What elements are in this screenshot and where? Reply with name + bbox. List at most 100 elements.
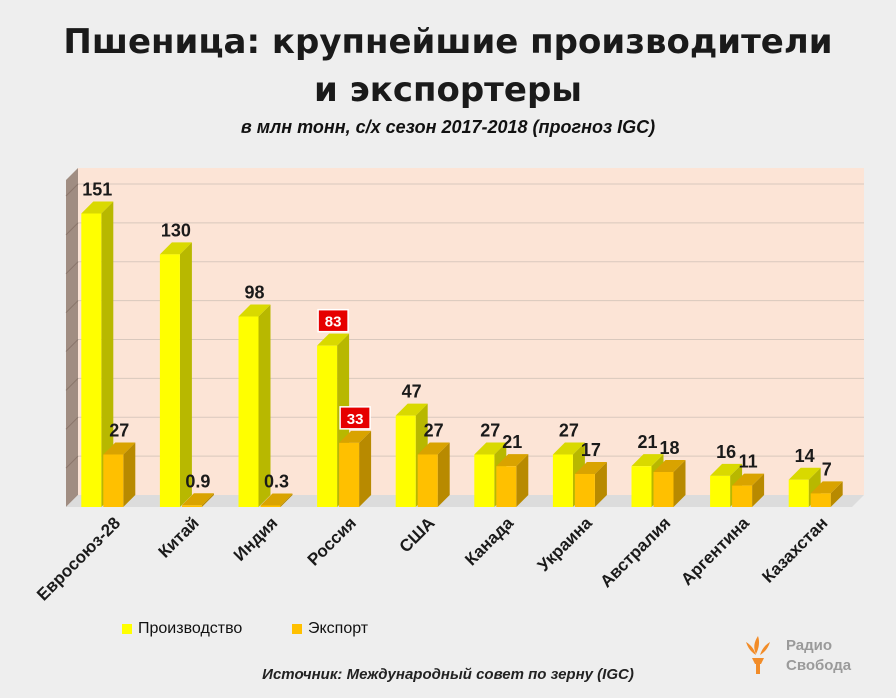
legend-production: Производство (122, 620, 242, 638)
export-bar-top (260, 493, 293, 506)
export-bar-top (653, 460, 686, 473)
production-bar (81, 213, 102, 507)
export-value-label: 7 (822, 459, 832, 479)
category-label: Россия (304, 513, 360, 569)
category-label: Казахстан (758, 513, 831, 586)
production-bar-top (474, 442, 507, 455)
export-value-badge (339, 406, 371, 430)
production-bar-top (395, 403, 428, 416)
chart-title-line1: Пшеница: крупнейшие производители (63, 22, 833, 62)
production-bar-top (788, 467, 821, 480)
production-value-label: 130 (161, 220, 191, 240)
production-bar-top (159, 242, 192, 255)
export-bar-top (732, 473, 765, 486)
chart-subtitle: в млн тонн, с/х сезон 2017-2018 (прогноз… (240, 117, 656, 137)
production-value-label: 27 (480, 421, 500, 441)
export-bar (181, 505, 202, 507)
export-bar-side (516, 454, 529, 507)
side-gridline (65, 455, 79, 469)
side-gridline (65, 378, 79, 391)
legend-label-export: Экспорт (308, 620, 369, 637)
category-label: Канада (461, 513, 517, 569)
side-gridline (65, 416, 79, 430)
export-bar-side (123, 442, 136, 507)
production-bar (159, 254, 180, 507)
production-bar (710, 475, 731, 507)
legend-swatch-production (122, 624, 132, 634)
production-bar-top (317, 333, 350, 346)
legend-swatch-export (292, 624, 302, 634)
production-bar-side (179, 242, 192, 507)
production-value-badge (317, 308, 349, 333)
category-label: Аргентина (677, 513, 753, 589)
production-bar-top (631, 454, 664, 467)
export-bar (260, 505, 281, 507)
export-bar (810, 493, 831, 507)
logo-text: Радио Свобода (786, 636, 851, 676)
production-bar (238, 316, 259, 507)
logo-line2: Свобода (786, 657, 852, 674)
category-label: Украина (534, 513, 596, 575)
side-gridline (65, 300, 79, 313)
export-bar-top (181, 493, 214, 506)
export-bar (653, 472, 674, 507)
production-value-label: 21 (637, 432, 657, 452)
plot-back-wall (78, 168, 864, 495)
export-value-label: 0.3 (264, 472, 289, 492)
export-bar-top (496, 454, 529, 467)
export-value-label: 0.9 (185, 471, 210, 491)
chart-title-line2: и экспортеры (313, 70, 583, 110)
production-value-label: 14 (795, 446, 815, 466)
export-value-label: 27 (109, 421, 129, 441)
export-bar (496, 466, 517, 507)
export-bar (339, 442, 360, 507)
production-value-label: 151 (82, 179, 112, 199)
plot-side-wall (66, 168, 78, 507)
export-bar (574, 473, 595, 507)
source-note: Источник: Международный совет по зерну (… (262, 666, 634, 683)
category-label: США (396, 513, 439, 556)
legend-label-production: Производство (138, 620, 243, 637)
export-bar-side (673, 460, 686, 507)
side-gridline (65, 339, 79, 352)
export-bar-top (103, 442, 136, 455)
export-bar (417, 454, 438, 507)
export-bar-top (574, 461, 607, 474)
production-bar (395, 415, 416, 507)
production-bar (552, 454, 573, 507)
export-value-label: 11 (739, 452, 758, 472)
export-bar-side (594, 461, 607, 507)
production-bar-top (238, 304, 271, 317)
production-value-label: 27 (559, 421, 579, 441)
export-bar-top (417, 442, 450, 455)
export-value-label: 33 (347, 411, 364, 428)
production-bar-top (552, 442, 585, 455)
category-label: Индия (230, 513, 281, 564)
production-bar-top (710, 463, 743, 476)
production-bar (474, 454, 495, 507)
category-label: Евросоюз-28 (33, 513, 124, 604)
production-value-label: 16 (716, 442, 736, 462)
export-bar-side (280, 493, 293, 507)
export-bar (103, 454, 124, 507)
export-bar (732, 485, 753, 507)
side-gridline (65, 183, 79, 197)
production-value-label: 47 (402, 382, 422, 402)
production-value-label: 83 (325, 314, 342, 331)
export-bar-side (752, 473, 765, 507)
side-gridline (65, 222, 79, 236)
production-bar-side (258, 304, 271, 507)
export-value-label: 27 (424, 421, 444, 441)
export-bar-side (830, 481, 843, 507)
production-value-label: 98 (244, 283, 264, 303)
export-bar-top (810, 481, 843, 494)
export-value-label: 18 (659, 438, 679, 458)
category-label: Китай (155, 513, 203, 561)
side-gridline (65, 261, 79, 275)
production-bar (317, 345, 338, 507)
export-bar-top (339, 430, 372, 443)
logo-line1: Радио (786, 637, 833, 654)
export-bar-side (359, 430, 372, 507)
export-bar-side (201, 493, 214, 507)
production-bar (788, 479, 809, 507)
